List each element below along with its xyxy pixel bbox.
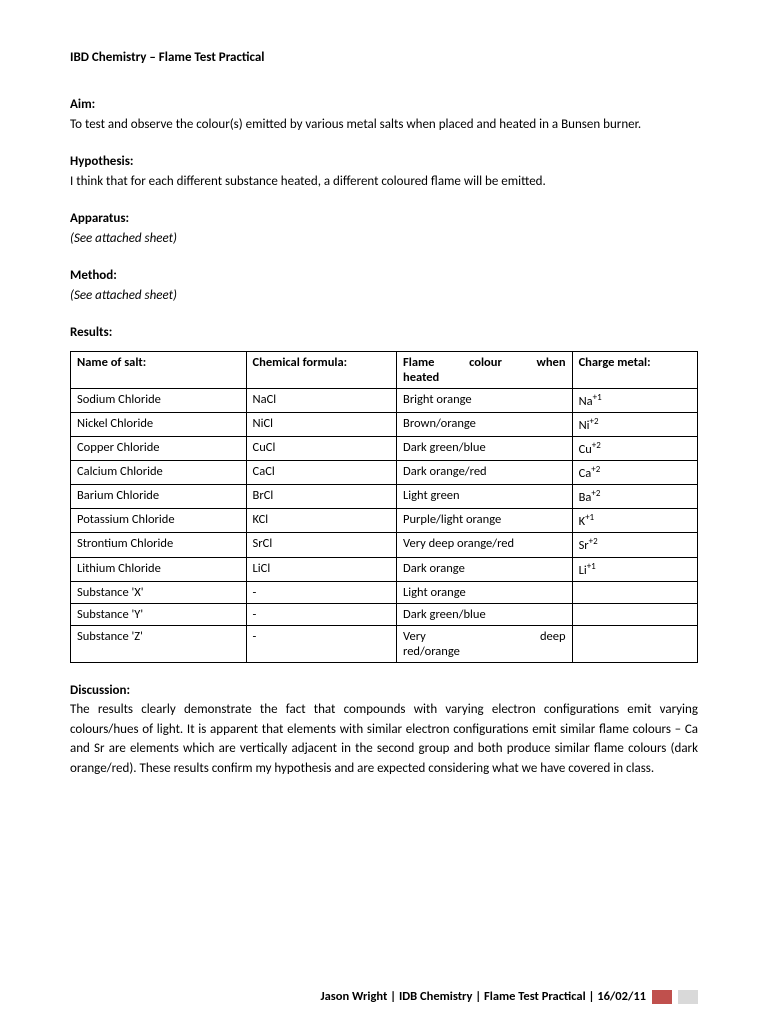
table-header-cell: Flame colour whenheated bbox=[397, 351, 573, 388]
cell-charge: Sr+2 bbox=[572, 533, 697, 557]
cell-flame: Dark orange bbox=[397, 557, 573, 581]
table-row: Barium ChlorideBrClLight greenBa+2 bbox=[71, 485, 698, 509]
doc-title: IBD Chemistry – Flame Test Practical bbox=[70, 50, 698, 65]
cell-name: Strontium Chloride bbox=[71, 533, 247, 557]
method-heading: Method: bbox=[70, 266, 698, 286]
method-text: (See attached sheet) bbox=[70, 286, 698, 306]
table-row: Copper ChlorideCuClDark green/blueCu+2 bbox=[71, 436, 698, 460]
table-header-row: Name of salt:Chemical formula:Flame colo… bbox=[71, 351, 698, 388]
cell-formula: SrCl bbox=[246, 533, 396, 557]
cell-name: Calcium Chloride bbox=[71, 460, 247, 484]
cell-name: Substance 'Z' bbox=[71, 625, 247, 662]
results-heading: Results: bbox=[70, 323, 698, 343]
cell-charge bbox=[572, 603, 697, 625]
cell-flame: Dark green/blue bbox=[397, 603, 573, 625]
cell-charge: Ba+2 bbox=[572, 485, 697, 509]
table-row: Substance 'Y'-Dark green/blue bbox=[71, 603, 698, 625]
cell-flame: Dark green/blue bbox=[397, 436, 573, 460]
apparatus-heading: Apparatus: bbox=[70, 209, 698, 229]
table-row: Calcium ChlorideCaClDark orange/redCa+2 bbox=[71, 460, 698, 484]
hypothesis-heading: Hypothesis: bbox=[70, 152, 698, 172]
table-row: Substance 'Z'-Verydeepred/orange bbox=[71, 625, 698, 662]
table-row: Strontium ChlorideSrClVery deep orange/r… bbox=[71, 533, 698, 557]
footer: Jason Wright | IDB Chemistry | Flame Tes… bbox=[70, 989, 698, 1004]
cell-charge: Na+1 bbox=[572, 388, 697, 412]
discussion-section: Discussion: The results clearly demonstr… bbox=[70, 681, 698, 779]
cell-formula: LiCl bbox=[246, 557, 396, 581]
hypothesis-section: Hypothesis: I think that for each differ… bbox=[70, 152, 698, 191]
cell-charge: Cu+2 bbox=[572, 436, 697, 460]
aim-heading: Aim: bbox=[70, 95, 698, 115]
cell-flame: Dark orange/red bbox=[397, 460, 573, 484]
table-header-cell: Charge metal: bbox=[572, 351, 697, 388]
table-row: Lithium ChlorideLiClDark orangeLi+1 bbox=[71, 557, 698, 581]
cell-formula: NiCl bbox=[246, 412, 396, 436]
apparatus-text: (See attached sheet) bbox=[70, 229, 698, 249]
cell-flame: Bright orange bbox=[397, 388, 573, 412]
cell-flame: Purple/light orange bbox=[397, 509, 573, 533]
cell-charge: Ni+2 bbox=[572, 412, 697, 436]
cell-name: Substance 'Y' bbox=[71, 603, 247, 625]
cell-formula: KCl bbox=[246, 509, 396, 533]
cell-formula: BrCl bbox=[246, 485, 396, 509]
cell-charge: Ca+2 bbox=[572, 460, 697, 484]
cell-formula: CuCl bbox=[246, 436, 396, 460]
cell-name: Substance 'X' bbox=[71, 581, 247, 603]
discussion-heading: Discussion: bbox=[70, 681, 698, 701]
footer-block-grey bbox=[678, 990, 698, 1004]
cell-name: Copper Chloride bbox=[71, 436, 247, 460]
cell-formula: - bbox=[246, 581, 396, 603]
aim-section: Aim: To test and observe the colour(s) e… bbox=[70, 95, 698, 134]
cell-name: Barium Chloride bbox=[71, 485, 247, 509]
results-section: Results: bbox=[70, 323, 698, 343]
cell-flame: Brown/orange bbox=[397, 412, 573, 436]
cell-charge: K+1 bbox=[572, 509, 697, 533]
table-header-cell: Name of salt: bbox=[71, 351, 247, 388]
footer-block-red bbox=[652, 990, 672, 1004]
cell-formula: - bbox=[246, 625, 396, 662]
cell-charge: Li+1 bbox=[572, 557, 697, 581]
cell-formula: CaCl bbox=[246, 460, 396, 484]
cell-name: Potassium Chloride bbox=[71, 509, 247, 533]
cell-name: Nickel Chloride bbox=[71, 412, 247, 436]
hypothesis-text: I think that for each different substanc… bbox=[70, 172, 698, 192]
apparatus-section: Apparatus: (See attached sheet) bbox=[70, 209, 698, 248]
cell-flame: Very deep orange/red bbox=[397, 533, 573, 557]
discussion-text: The results clearly demonstrate the fact… bbox=[70, 700, 698, 778]
table-row: Nickel ChlorideNiClBrown/orangeNi+2 bbox=[71, 412, 698, 436]
method-section: Method: (See attached sheet) bbox=[70, 266, 698, 305]
cell-formula: - bbox=[246, 603, 396, 625]
cell-flame: Light orange bbox=[397, 581, 573, 603]
aim-text: To test and observe the colour(s) emitte… bbox=[70, 115, 698, 135]
table-header-cell: Chemical formula: bbox=[246, 351, 396, 388]
cell-charge bbox=[572, 581, 697, 603]
cell-flame: Verydeepred/orange bbox=[397, 625, 573, 662]
table-row: Sodium ChlorideNaClBright orangeNa+1 bbox=[71, 388, 698, 412]
cell-name: Lithium Chloride bbox=[71, 557, 247, 581]
table-row: Potassium ChlorideKClPurple/light orange… bbox=[71, 509, 698, 533]
cell-charge bbox=[572, 625, 697, 662]
footer-text: Jason Wright | IDB Chemistry | Flame Tes… bbox=[320, 989, 646, 1004]
cell-name: Sodium Chloride bbox=[71, 388, 247, 412]
table-body: Sodium ChlorideNaClBright orangeNa+1Nick… bbox=[71, 388, 698, 662]
table-row: Substance 'X'-Light orange bbox=[71, 581, 698, 603]
cell-formula: NaCl bbox=[246, 388, 396, 412]
results-table: Name of salt:Chemical formula:Flame colo… bbox=[70, 351, 698, 663]
cell-flame: Light green bbox=[397, 485, 573, 509]
